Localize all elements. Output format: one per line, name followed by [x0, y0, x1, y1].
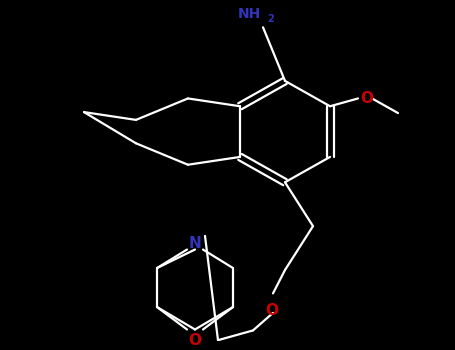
- Text: N: N: [189, 236, 202, 251]
- Text: O: O: [266, 303, 278, 318]
- Text: O: O: [360, 91, 373, 106]
- Text: NH: NH: [238, 7, 261, 21]
- Text: O: O: [188, 333, 202, 348]
- Text: 2: 2: [267, 14, 274, 25]
